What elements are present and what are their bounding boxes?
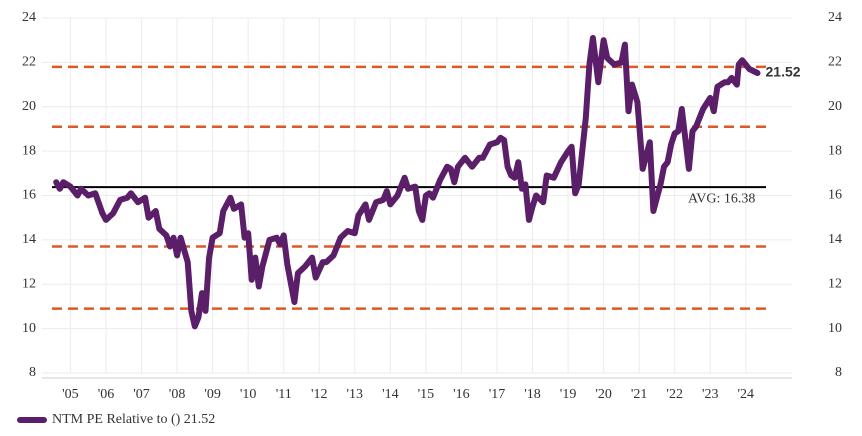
x-tick-label: '11 bbox=[276, 387, 292, 402]
reference-label: AVG: 16.38 bbox=[688, 191, 755, 206]
x-tick-label: '16 bbox=[453, 387, 470, 402]
x-tick-label: '18 bbox=[524, 387, 541, 402]
x-tick-label: '06 bbox=[98, 387, 115, 402]
y2-tick-label: 10 bbox=[828, 321, 842, 336]
x-tick-label: '21 bbox=[631, 387, 648, 402]
x-tick-label: '17 bbox=[489, 387, 506, 402]
y2-tick-label: 14 bbox=[828, 232, 842, 247]
x-tick-label: '15 bbox=[418, 387, 435, 402]
y-tick-label: 16 bbox=[22, 188, 36, 203]
y2-tick-label: 12 bbox=[828, 276, 842, 291]
x-tick-label: '23 bbox=[702, 387, 719, 402]
x-tick-label: '24 bbox=[738, 387, 755, 402]
y-tick-label: 10 bbox=[22, 321, 36, 336]
x-tick-label: '05 bbox=[62, 387, 79, 402]
x-tick-label: '08 bbox=[169, 387, 186, 402]
y2-tick-label: 18 bbox=[828, 143, 842, 158]
y2-tick-label: 16 bbox=[828, 188, 842, 203]
x-tick-label: '12 bbox=[311, 387, 328, 402]
y2-tick-label: 20 bbox=[828, 99, 842, 114]
x-tick-label: '22 bbox=[666, 387, 683, 402]
y-tick-label: 18 bbox=[22, 143, 36, 158]
y-tick-label: 20 bbox=[22, 99, 36, 114]
y2-tick-label: 22 bbox=[828, 55, 842, 70]
y-tick-label: 12 bbox=[22, 276, 36, 291]
x-tick-label: '20 bbox=[595, 387, 612, 402]
y2-tick-label: 8 bbox=[835, 365, 842, 380]
x-tick-label: '19 bbox=[560, 387, 577, 402]
y-tick-label: 14 bbox=[22, 232, 36, 247]
series-line bbox=[53, 35, 761, 330]
y-tick-label: 8 bbox=[29, 365, 36, 380]
legend-label: NTM PE Relative to () 21.52 bbox=[52, 412, 215, 427]
x-tick-label: '14 bbox=[382, 387, 399, 402]
y2-tick-label: 24 bbox=[828, 10, 842, 25]
y-tick-label: 24 bbox=[22, 10, 36, 25]
end-label: 21.52 bbox=[766, 64, 801, 80]
x-tick-label: '09 bbox=[204, 387, 221, 402]
x-tick-label: '13 bbox=[347, 387, 364, 402]
x-tick-label: '07 bbox=[133, 387, 150, 402]
y-tick-label: 22 bbox=[22, 55, 36, 70]
x-tick-label: '10 bbox=[240, 387, 257, 402]
